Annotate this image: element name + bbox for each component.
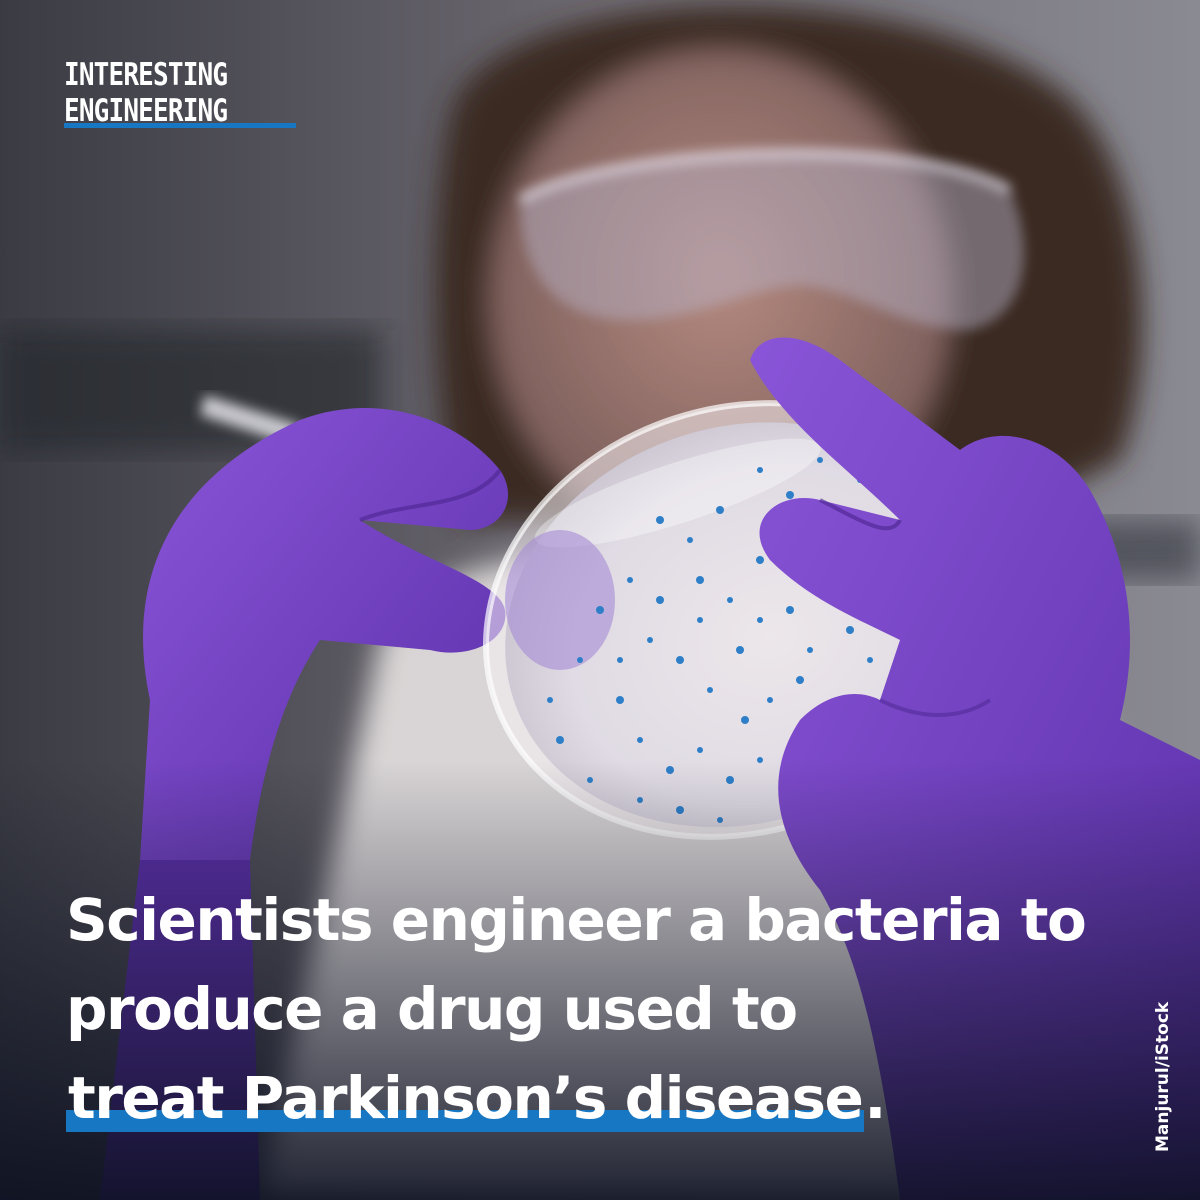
headline-period: . xyxy=(864,1064,886,1132)
brand-logo: INTERESTING ENGINEERING xyxy=(64,58,300,134)
brand-line-2: ENGINEERING xyxy=(64,93,228,129)
brand-line-1: INTERESTING xyxy=(64,57,228,93)
headline-line-1: Scientists engineer a bacteria to xyxy=(66,886,1087,954)
photo-credit: Manjurul/iStock xyxy=(1153,1001,1173,1152)
headline-line-3: treat Parkinson’s disease. xyxy=(66,1054,1126,1143)
headline: Scientists engineer a bacteria to produc… xyxy=(66,876,1126,1143)
headline-line-2: produce a drug used to xyxy=(66,975,798,1043)
brand-underline xyxy=(64,123,296,128)
headline-highlight: treat Parkinson’s disease xyxy=(66,1064,865,1132)
